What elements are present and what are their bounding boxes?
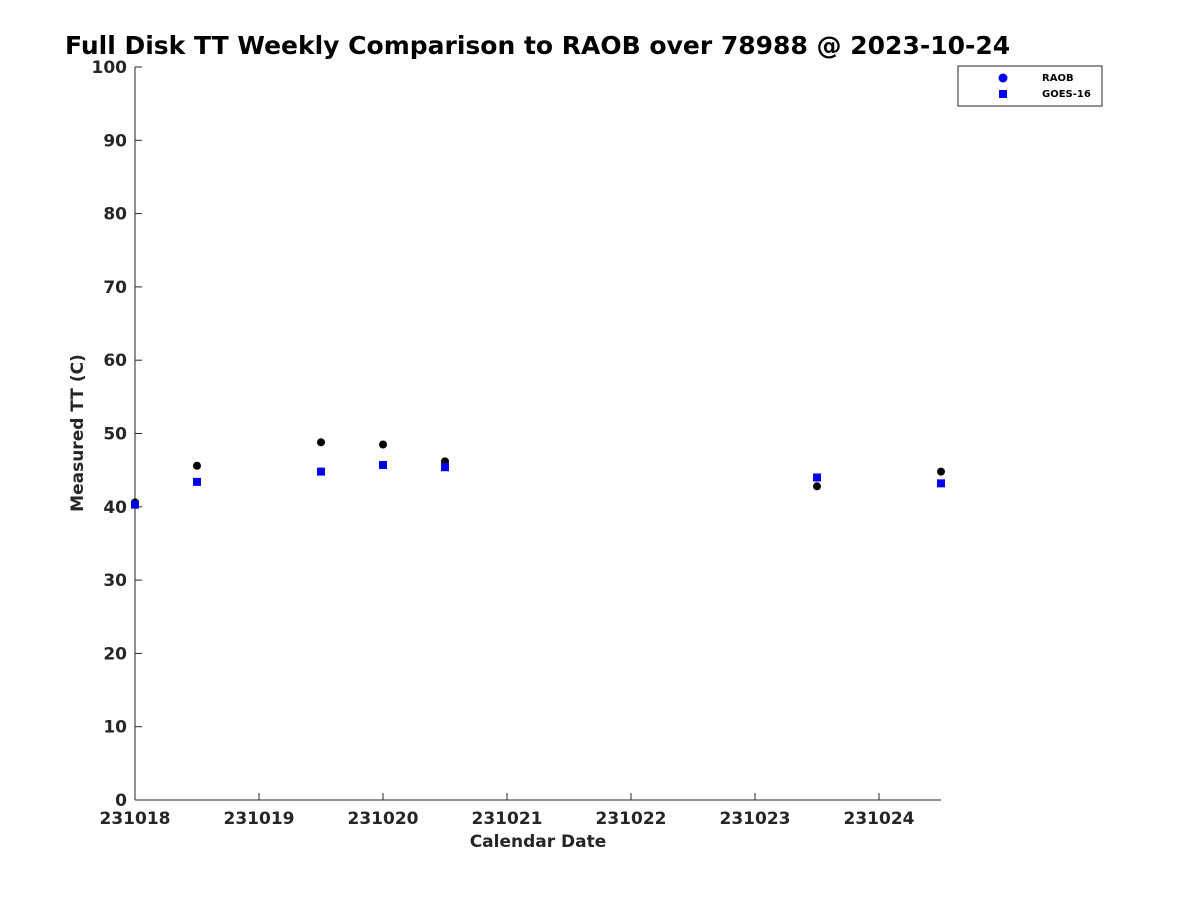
goes16-point <box>937 479 945 488</box>
y-tick-label: 20 <box>103 644 127 664</box>
legend: RAOB GOES-16 <box>957 65 1103 107</box>
goes16-point <box>131 500 139 509</box>
x-tick-label: 231021 <box>472 809 543 829</box>
raob-point <box>937 467 945 476</box>
goes16-point <box>441 463 449 472</box>
x-tick-label: 231018 <box>100 809 171 829</box>
y-tick-label: 50 <box>103 425 127 445</box>
y-tick-label: 0 <box>115 791 127 811</box>
y-axis-label: Measured TT (C) <box>68 354 88 512</box>
y-tick-label: 40 <box>103 498 127 518</box>
goes16-point <box>813 473 821 482</box>
legend-box <box>957 65 1103 107</box>
y-ticks: 0 10 20 30 40 50 60 70 80 90 100 <box>92 58 142 811</box>
x-tick-label: 231022 <box>596 809 667 829</box>
y-tick-label: 90 <box>103 131 127 151</box>
x-ticks: 231018 231019 231020 231021 231022 231023 2310… <box>100 793 915 829</box>
data-points <box>131 438 945 509</box>
y-tick-label: 100 <box>92 58 128 78</box>
y-tick-label: 10 <box>103 718 127 738</box>
legend-raob-marker <box>998 73 1008 83</box>
chart-title: Full Disk TT Weekly Comparison to RAOB o… <box>65 31 1010 60</box>
y-tick-label: 80 <box>103 205 127 225</box>
y-tick-label: 30 <box>103 571 127 591</box>
goes16-point <box>193 477 201 486</box>
raob-point <box>813 482 821 491</box>
raob-point <box>379 440 387 449</box>
legend-goes16-label: GOES-16 <box>1042 89 1091 100</box>
y-tick-label: 60 <box>103 351 127 371</box>
x-tick-label: 231024 <box>844 809 915 829</box>
raob-point <box>193 461 201 470</box>
goes16-point <box>317 467 325 476</box>
x-axis-label: Calendar Date <box>470 832 607 852</box>
plot-area <box>134 67 941 801</box>
x-tick-label: 231019 <box>224 809 295 829</box>
goes16-point <box>379 461 387 470</box>
legend-goes16-marker <box>999 90 1007 98</box>
y-tick-label: 70 <box>103 278 127 298</box>
raob-point <box>317 438 325 447</box>
legend-raob-label: RAOB <box>1042 73 1074 84</box>
x-tick-label: 231020 <box>348 809 419 829</box>
x-tick-label: 231023 <box>720 809 791 829</box>
